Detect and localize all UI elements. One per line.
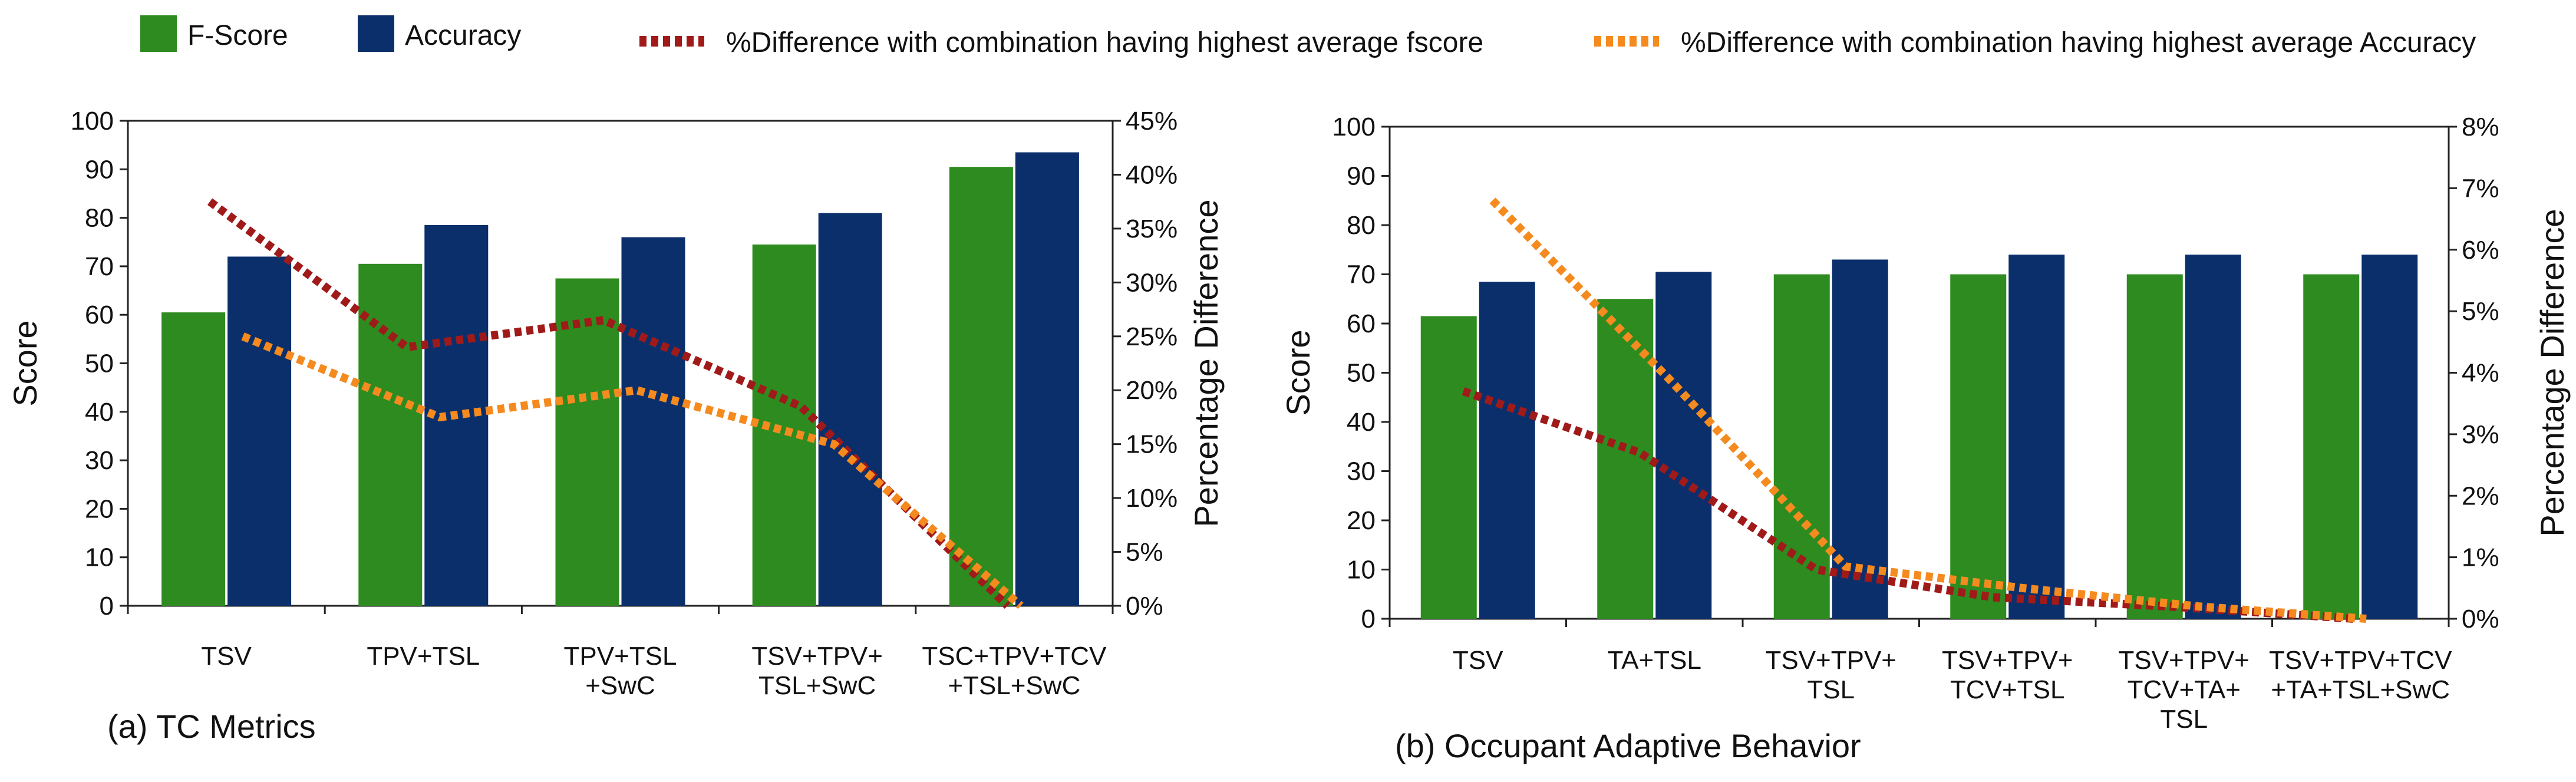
y-tick-label: 20	[85, 494, 114, 523]
y-tick-label: 50	[1347, 359, 1376, 388]
y2-tick-label: 25%	[1126, 322, 1177, 351]
x-category-label: TSC+TPV+TCV	[922, 642, 1107, 671]
y-tick-label: 10	[85, 543, 114, 572]
y2-tick-label: 20%	[1126, 376, 1177, 405]
bar-accuracy	[2185, 255, 2241, 619]
y-tick-label: 100	[71, 107, 114, 136]
y2-tick-label: 5%	[2462, 297, 2499, 326]
y-tick-label: 80	[1347, 211, 1376, 240]
legend-swatch-accuracy	[358, 15, 394, 52]
legend-swatch-fscore	[140, 15, 177, 52]
bar-accuracy	[1479, 282, 1535, 619]
x-category-label: TA+TSL	[1608, 646, 1701, 675]
bar-fscore	[358, 263, 423, 606]
bar-fscore	[752, 244, 816, 606]
legend-label-fscore: F-Score	[187, 20, 288, 51]
x-category-label: TSV	[201, 642, 252, 671]
legend-label-accuracy: Accuracy	[405, 20, 521, 51]
chart-caption: (a) TC Metrics	[107, 708, 316, 745]
y-tick-label: 70	[1347, 260, 1376, 289]
y-tick-label: 20	[1347, 506, 1376, 535]
plot-frame	[1388, 126, 2450, 620]
bar-fscore	[1420, 316, 1477, 619]
chart-occupant-adaptive-behavior: 0 10 20 30 40 50 60 70 80 90 100 0% 1% 2% 3% 4% 5% 6% 7% 8%…	[1279, 113, 2571, 764]
y2-tick-label: 0%	[2462, 605, 2499, 633]
y-tick-label: 0	[1361, 605, 1376, 633]
x-category-label: TCV+TSL	[1950, 675, 2064, 704]
bar-fscore	[2126, 274, 2183, 619]
y2-tick-label: 3%	[2462, 420, 2499, 449]
y2-tick-label: 35%	[1126, 215, 1177, 243]
y2-tick-label: 1%	[2462, 543, 2499, 572]
y-tick-label: 50	[85, 349, 114, 378]
y-tick-label: 10	[1347, 556, 1376, 585]
bar-accuracy	[2361, 255, 2418, 619]
y-tick-label: 30	[1347, 457, 1376, 486]
y2-axis-title: Percentage Difference	[1188, 199, 1225, 527]
x-category-label: +SwC	[585, 671, 655, 700]
y-tick-label: 80	[85, 204, 114, 233]
x-category-label: TPV+TSL	[367, 642, 480, 671]
x-category-label: +TA+TSL+SwC	[2271, 675, 2450, 704]
bar-accuracy	[227, 256, 292, 606]
legend-label-diff-accuracy: %Difference with combination having high…	[1681, 27, 2476, 58]
chart-caption: (b) Occupant Adaptive Behavior	[1395, 727, 1861, 764]
x-category-label: TSV+TPV+	[1942, 646, 2073, 675]
y-tick-label: 90	[1347, 162, 1376, 191]
y2-tick-label: 40%	[1126, 160, 1177, 189]
y2-tick-label: 4%	[2462, 359, 2499, 388]
y-tick-label: 0	[100, 592, 114, 621]
line-diff-accuracy	[241, 332, 1024, 609]
bar-fscore	[949, 167, 1013, 606]
bar-fscore	[2303, 274, 2360, 619]
y2-tick-label: 7%	[2462, 174, 2499, 203]
y2-tick-label: 45%	[1126, 107, 1177, 136]
bar-accuracy	[1655, 272, 1712, 619]
legend-label-diff-fscore: %Difference with combination having high…	[726, 27, 1483, 58]
y2-tick-label: 8%	[2462, 113, 2499, 141]
x-category-label: TSV+TPV+	[1765, 646, 1896, 675]
bar-accuracy	[818, 213, 882, 606]
y-tick-label: 90	[85, 155, 114, 184]
y2-tick-label: 15%	[1126, 430, 1177, 459]
y2-tick-label: 10%	[1126, 484, 1177, 513]
x-category-label: TSL+SwC	[758, 671, 876, 700]
x-category-label: TPV+TSL	[564, 642, 677, 671]
y2-tick-label: 6%	[2462, 236, 2499, 265]
y2-tick-label: 0%	[1126, 592, 1163, 621]
x-category-label: TCV+TA+	[2128, 675, 2241, 704]
y-tick-label: 40	[1347, 408, 1376, 437]
x-category-label: +TSL+SwC	[948, 671, 1080, 700]
y-tick-label: 70	[85, 252, 114, 281]
x-category-label: TSL	[1807, 675, 1855, 704]
y-axis-title: Score	[1279, 329, 1317, 415]
y-axis-title: Score	[6, 320, 44, 406]
bar-fscore	[161, 312, 226, 606]
y-tick-label: 60	[85, 301, 114, 329]
y2-tick-label: 30%	[1126, 268, 1177, 297]
legend: F-Score Accuracy %Difference with combin…	[140, 15, 2476, 58]
y-tick-label: 60	[1347, 309, 1376, 338]
y2-tick-label: 5%	[1126, 538, 1163, 567]
y-tick-label: 100	[1332, 113, 1376, 141]
bar-fscore	[555, 278, 619, 606]
x-category-label: TSV	[1453, 646, 1503, 675]
x-category-label: TSL	[2160, 705, 2208, 734]
bar-accuracy	[621, 237, 685, 606]
bar-fscore	[1950, 274, 2007, 619]
x-category-label: TSV+TPV+TCV	[2269, 646, 2452, 675]
bar-accuracy	[2008, 255, 2065, 619]
y2-axis-title: Percentage Difference	[2534, 209, 2571, 536]
y-tick-label: 40	[85, 398, 114, 427]
y-tick-label: 30	[85, 446, 114, 475]
bar-accuracy	[1015, 152, 1079, 606]
chart-tc-metrics: 0 10 20 30 40 50 60 70 80 90 100 0% 5% 10% 15% 20% 25% 30…	[6, 107, 1225, 745]
x-category-label: TSV+TPV+	[2118, 646, 2250, 675]
y2-tick-label: 2%	[2462, 481, 2499, 510]
x-category-label: TSV+TPV+	[751, 642, 883, 671]
